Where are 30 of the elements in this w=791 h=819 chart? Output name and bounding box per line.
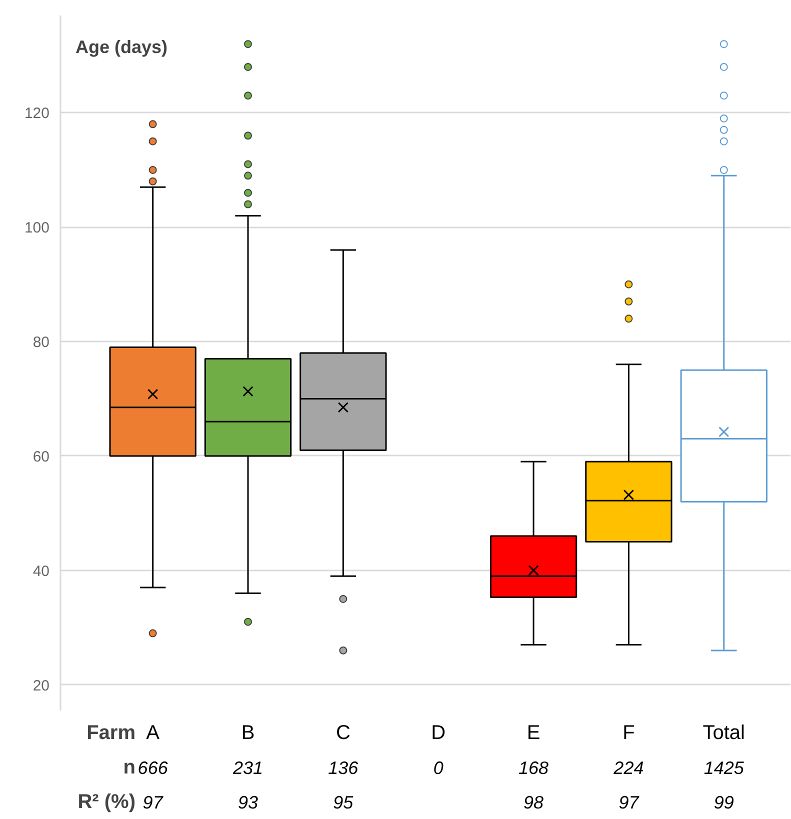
text: R² (%) xyxy=(78,791,136,814)
x-axis-title: Farm xyxy=(86,722,136,744)
y-tick-label: 60 xyxy=(32,448,50,466)
text: 168 xyxy=(518,758,549,778)
y-tick-label: 40 xyxy=(32,562,50,580)
text: 224 xyxy=(612,758,644,778)
y-tick-label: 100 xyxy=(24,220,50,237)
x-tick-label: B xyxy=(241,722,255,744)
text: 666 xyxy=(138,758,169,778)
text: 99 xyxy=(714,792,734,813)
text: 98 xyxy=(524,792,544,813)
y-tick-label: 120 xyxy=(24,105,50,122)
x-tick-label: Total xyxy=(702,722,746,744)
text: 93 xyxy=(238,792,258,813)
text: 136 xyxy=(328,758,360,778)
x-tick-label: E xyxy=(526,722,540,744)
text: 95 xyxy=(333,792,354,813)
y-axis-title: Age (days) xyxy=(76,36,168,57)
x-tick-label: D xyxy=(431,722,446,744)
text: 0 xyxy=(433,758,444,778)
text: 1425 xyxy=(704,758,745,778)
y-tick-label: 20 xyxy=(32,677,50,694)
text: 97 xyxy=(618,792,640,813)
x-tick-label: C xyxy=(336,722,350,744)
text: 97 xyxy=(142,792,164,813)
x-tick-label: A xyxy=(146,722,160,744)
text: 231 xyxy=(232,758,264,778)
x-tick-label: F xyxy=(622,722,635,744)
y-tick-label: 80 xyxy=(32,334,50,352)
text: n xyxy=(123,756,136,778)
